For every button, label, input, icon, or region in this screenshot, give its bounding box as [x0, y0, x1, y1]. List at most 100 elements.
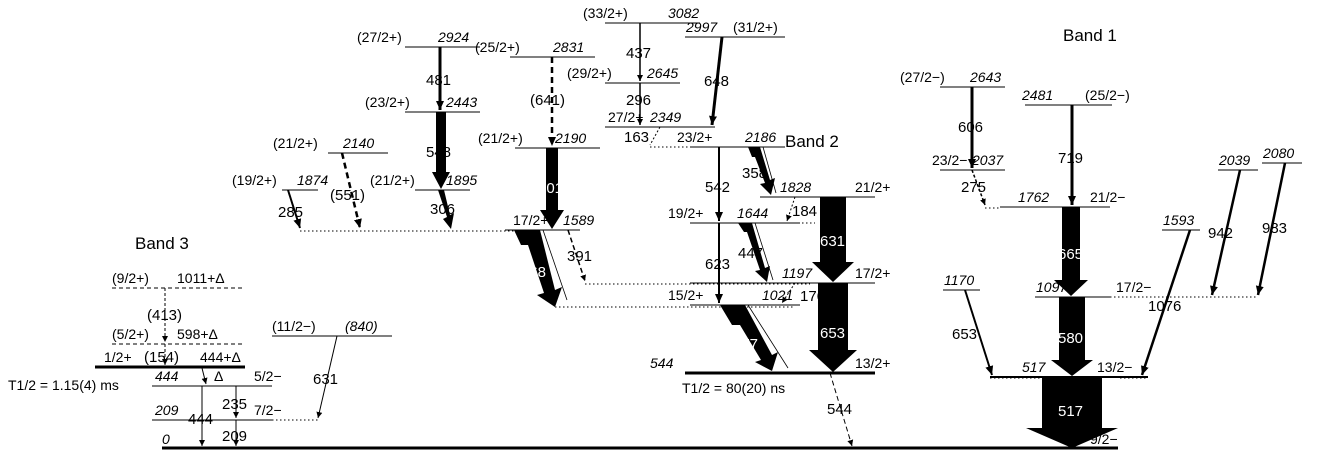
spin-1011-plus-delta: (9/2+) — [112, 270, 149, 286]
energy-2924: 2924 — [437, 29, 469, 45]
spin-544: 13/2+ — [855, 355, 890, 371]
spin-1895: (21/2+) — [370, 172, 415, 188]
spin-2443: (23/2+) — [365, 94, 410, 110]
spin-1097: 17/2− — [1116, 279, 1151, 295]
spin-444: 5/2− — [254, 368, 282, 384]
transition-631-b — [812, 197, 854, 282]
gamma-label-719: 719 — [1058, 150, 1083, 167]
gamma-label-235: 235 — [222, 396, 247, 413]
gamma-label-653-a: 653 — [820, 325, 845, 342]
transition-447 — [738, 223, 770, 282]
band-2-label: Band 2 — [785, 132, 839, 151]
gamma-label-413: (413) — [147, 307, 182, 324]
gamma-label-580: 580 — [1058, 330, 1083, 347]
transition-275 — [971, 169, 986, 206]
gamma-label-641: (641) — [530, 92, 565, 109]
energy-1895: 1895 — [446, 172, 477, 188]
spin-2481: (25/2−) — [1085, 87, 1130, 103]
side-feeding-lines — [272, 146, 1258, 421]
transition-568 — [514, 230, 562, 307]
spin-1762: 21/2− — [1090, 189, 1125, 205]
gamma-label-665: 665 — [1058, 246, 1083, 263]
transition-548 — [432, 112, 450, 189]
spin-1828: 21/2+ — [855, 179, 890, 195]
band-3-label: Band 3 — [135, 234, 189, 253]
gamma-label-517: 517 — [1058, 403, 1083, 420]
band-1-label: Band 1 — [1063, 26, 1117, 45]
spin-598-plus-delta: (5/2+) — [112, 326, 149, 342]
gamma-label-358: 358 — [742, 165, 767, 182]
transitions — [162, 23, 1287, 447]
gamma-label-1076: 1076 — [1148, 298, 1181, 315]
isomer-444-lifetime: T1/2 = 1.15(4) ms — [8, 377, 119, 393]
energy-1097: 1097 — [1036, 279, 1068, 295]
gamma-label-653-b: 653 — [952, 326, 977, 343]
intense-transitions — [432, 112, 1118, 448]
energy-2190: 2190 — [554, 130, 586, 146]
transition-665 — [1054, 207, 1088, 296]
energy-517: 517 — [1022, 359, 1047, 375]
energy-544: 544 — [650, 355, 674, 371]
spin-0: 9/2− — [1090, 431, 1118, 447]
spin-1197: 17/2+ — [855, 265, 890, 281]
energy-2349: 2349 — [649, 109, 681, 125]
energy-2997: 2997 — [685, 19, 718, 35]
gamma-label-606: 606 — [958, 119, 983, 136]
energy-2186: 2186 — [744, 129, 776, 145]
energy-1170: 1170 — [944, 272, 974, 288]
spin-2190: (21/2+) — [478, 130, 523, 146]
transition-631-a — [316, 335, 338, 419]
gamma-label-184: 184 — [792, 203, 817, 220]
energy-1828: 1828 — [780, 179, 811, 195]
gamma-label-942: 942 — [1208, 225, 1233, 242]
gamma-label-391: 391 — [567, 248, 592, 265]
energy-0: 0 — [162, 431, 170, 447]
gamma-label-176: 176 — [800, 288, 825, 305]
band-labels: Band 1 Band 2 Band 3 — [135, 26, 1117, 253]
gamma-label-437: 437 — [626, 45, 651, 62]
energy-209: 209 — [154, 402, 179, 418]
energy-2443: 2443 — [445, 94, 477, 110]
transition-544 — [829, 372, 854, 447]
transition-285 — [287, 189, 302, 229]
energy-2037: 2037 — [971, 152, 1004, 168]
spin-3082: (33/2+) — [583, 5, 628, 21]
energy-2481: 2481 — [1021, 87, 1053, 103]
energy-2831: 2831 — [552, 39, 584, 55]
gamma-label-544: 544 — [827, 401, 852, 418]
gamma-label-477: 477 — [733, 336, 758, 353]
energy-2645: 2645 — [646, 65, 678, 81]
spin-2643: (27/2−) — [900, 69, 945, 85]
energy-840: (840) — [345, 318, 378, 334]
spin-1589: 17/2+ — [513, 212, 548, 228]
energy-3082: 3082 — [668, 5, 699, 21]
gamma-label-285: 285 — [278, 204, 303, 221]
energy-2643: 2643 — [969, 69, 1001, 85]
gamma-label-481: 481 — [426, 72, 451, 89]
lifetime-labels: T1/2 = 1.15(4) ms T1/2 = 80(20) ns — [8, 377, 785, 396]
transition-580 — [1051, 297, 1093, 376]
energy-2080: 2080 — [1262, 145, 1294, 161]
spin-2645: (29/2+) — [567, 65, 612, 81]
gamma-label-209: 209 — [222, 428, 247, 445]
transition-477 — [720, 305, 778, 371]
gamma-label-601: 601 — [538, 180, 563, 197]
energy-2039: 2039 — [1218, 152, 1250, 168]
spin-2997: (31/2+) — [733, 19, 778, 35]
level-spin-labels: 9/2− 7/2− 5/2− 1/2+ (5/2+) (9/2+) (11/2−… — [104, 5, 1151, 447]
energy-1644: 1644 — [737, 205, 768, 221]
energy-444: 444 — [155, 368, 179, 384]
gamma-label-444: 444 — [188, 411, 213, 428]
energy-1011-plus-delta: 1011+Δ — [177, 270, 225, 286]
gamma-label-296: 296 — [626, 92, 651, 109]
arrow-outlines — [542, 146, 789, 369]
spin-2831: (25/2+) — [475, 39, 520, 55]
gamma-label-548: 548 — [426, 144, 451, 161]
energy-1593: 1593 — [1163, 212, 1194, 228]
transition-551 — [340, 152, 362, 229]
gamma-label-163: 163 — [624, 129, 649, 146]
gamma-label-447: 447 — [738, 245, 763, 262]
gamma-label-551: (551) — [330, 187, 365, 204]
spin-1644: 19/2+ — [668, 205, 703, 221]
transition-163 — [649, 126, 661, 146]
